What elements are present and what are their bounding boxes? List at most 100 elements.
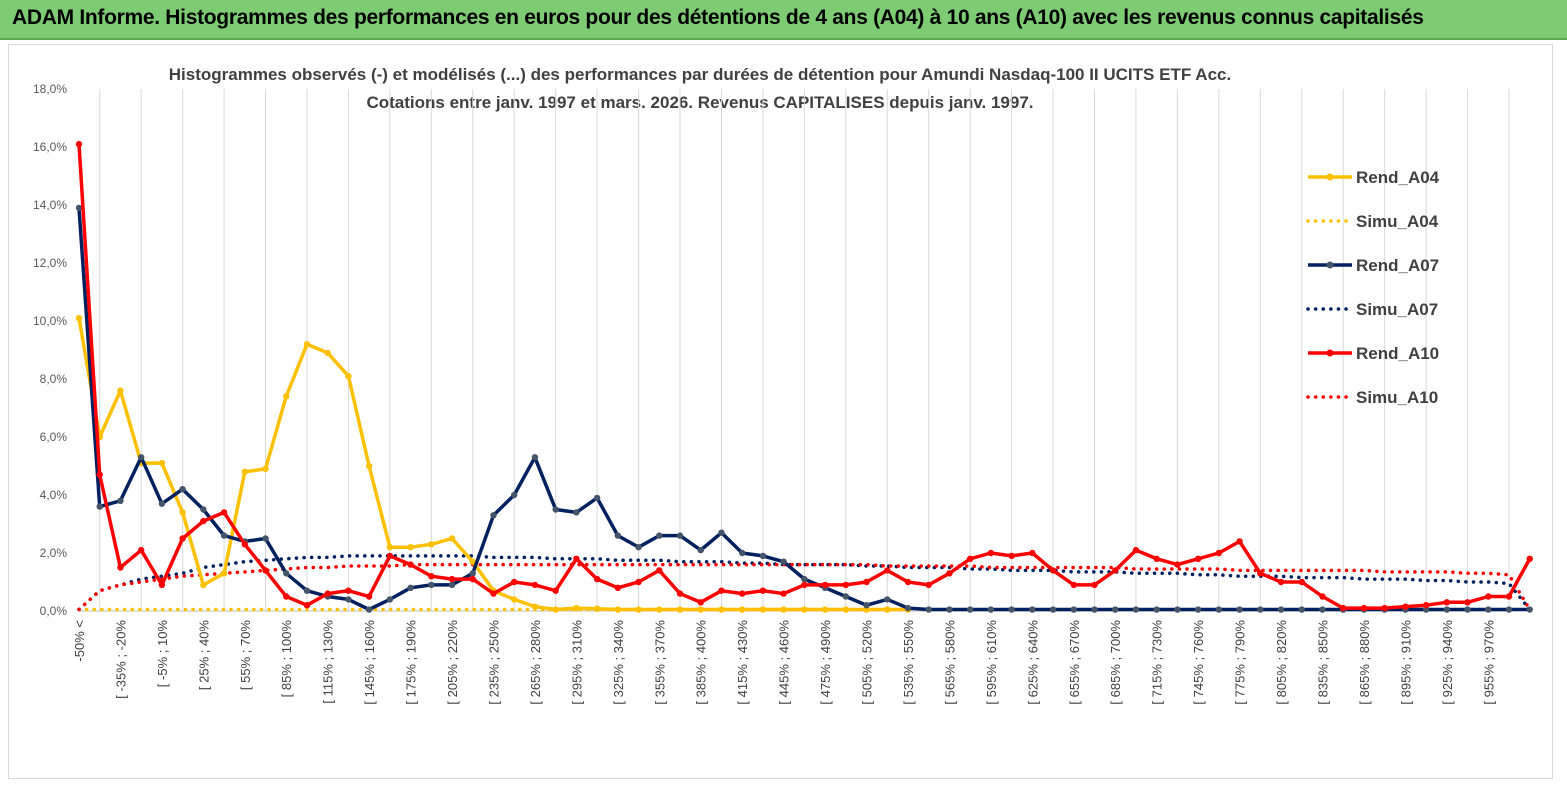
series-rend-a10-point xyxy=(718,587,725,594)
series-rend-a10-point xyxy=(241,541,248,548)
series-rend-a10-point xyxy=(780,590,787,597)
series-rend-a10-point xyxy=(137,546,145,554)
chart-title: Histogrammes observés (-) et modélisés (… xyxy=(169,65,1231,84)
series-rend-a10-point xyxy=(552,587,559,594)
x-tick-label: [ 355% ; 370% xyxy=(652,620,667,705)
x-tick-label: [ 265% ; 280% xyxy=(528,620,543,705)
series-rend-a10-point xyxy=(759,587,767,594)
series-rend-a04-point xyxy=(884,606,891,613)
series-rend-a07-point xyxy=(593,494,601,502)
x-tick-label: [ 385% ; 400% xyxy=(694,620,709,705)
series-rend-a10-point xyxy=(262,567,269,574)
series-rend-a10-point xyxy=(1174,561,1181,568)
series-rend-a10-point xyxy=(220,509,228,516)
series-rend-a07-point xyxy=(386,596,394,603)
series-rend-a07-point xyxy=(1443,606,1451,613)
axes: 0,0% 2,0% 4,0% 6,0% 8,0% 10,0% 12,0% 14,0% 16,0%… xyxy=(33,82,1509,705)
series-rend-a10-point xyxy=(303,602,311,609)
y-tick-label: 16,0% xyxy=(33,140,67,154)
legend: Rend_A04 Simu_A04 Rend_A07 Simu_A07 Rend_A10… xyxy=(1306,168,1440,407)
y-tick-label: 6,0% xyxy=(40,430,68,444)
series-rend-a04-point xyxy=(220,570,228,577)
series-rend-a04-point xyxy=(552,606,559,613)
series-rend-a04-point xyxy=(200,581,207,589)
y-tick-label: 14,0% xyxy=(33,198,67,212)
chart-frame xyxy=(8,44,1553,779)
series-rend-a04-point xyxy=(759,606,767,613)
x-tick-label: [ 25% ; 40% xyxy=(196,620,211,691)
series-rend-a07-point xyxy=(262,535,269,542)
series-rend-a10-point xyxy=(531,581,539,589)
series-rend-a07-point xyxy=(676,532,684,539)
series-rend-a10-point xyxy=(1029,549,1036,557)
series-rend-a07-point xyxy=(759,552,767,560)
legend-rend-a07-label: Rend_A07 xyxy=(1356,256,1439,275)
series-rend-a07-point xyxy=(117,497,124,504)
series-rend-a10-point xyxy=(573,555,580,562)
series-rend-a10-point xyxy=(1298,578,1305,586)
series-rend-a04-point xyxy=(241,468,248,475)
series-rend-a07-point xyxy=(738,549,746,557)
series-rend-a04-point xyxy=(780,606,787,613)
series-rend-a07-point xyxy=(531,454,539,461)
x-tick-label: [ -35% ; -20% xyxy=(113,620,128,699)
series-rend-a07-point xyxy=(137,454,145,461)
series-rend-a04-point xyxy=(821,606,829,613)
series-rend-a10-point xyxy=(1132,546,1140,554)
series-rend-a10-point xyxy=(490,590,497,597)
legend-rend-a04-label: Rend_A04 xyxy=(1356,168,1440,187)
series-rend-a07-point xyxy=(1194,606,1202,613)
series-rend-a10-point xyxy=(511,578,518,586)
x-tick-label: [ 325% ; 340% xyxy=(611,620,626,705)
series-rend-a07-point xyxy=(303,587,311,594)
series-rend-a10-point xyxy=(324,590,331,597)
series-rend-a10-point xyxy=(158,581,166,589)
x-tick-label: [ 55% ; 70% xyxy=(238,620,253,691)
x-tick-label: [ 715% ; 730% xyxy=(1150,620,1165,705)
series-rend-a10-point xyxy=(863,578,870,586)
series-rend-a07-point xyxy=(1505,606,1513,613)
series-rend-a07-point xyxy=(863,602,870,609)
series-rend-a07-point xyxy=(1277,606,1285,613)
series-rend-a10-point xyxy=(1070,581,1077,589)
series-rend-a04-point xyxy=(407,544,414,551)
series-rend-a04-point xyxy=(428,541,435,548)
series-rend-a10-point xyxy=(200,517,207,525)
x-tick-label: [ 115% ; 130% xyxy=(321,620,336,704)
series-simu-a10-line xyxy=(77,562,1532,612)
legend-rend-a10-label: Rend_A10 xyxy=(1356,344,1439,363)
series-rend-a10-point xyxy=(179,535,186,542)
series-rend-a07-point xyxy=(614,532,622,539)
series-rend-a10-point xyxy=(904,578,912,586)
series-rend-a07-point xyxy=(1049,606,1057,613)
series-rend-a07-point xyxy=(1008,606,1015,613)
series-rend-a04-point xyxy=(593,605,601,612)
series-rend-a07-point xyxy=(1070,606,1077,613)
y-tick-label: 2,0% xyxy=(40,546,68,560)
x-tick-label: [ 955% ; 970% xyxy=(1481,620,1496,705)
y-tick-label: 12,0% xyxy=(33,256,67,270)
series-rend-a07-point xyxy=(573,509,580,516)
x-tick-label: [ 895% ; 910% xyxy=(1398,620,1413,705)
series-rend-a10-point xyxy=(365,593,373,600)
series-rend-a10-point xyxy=(676,590,684,597)
series-rend-a07-point xyxy=(1215,606,1223,613)
series-rend-a07-point xyxy=(1485,606,1492,613)
series-rend-a07-point xyxy=(1526,606,1533,613)
series-rend-a10-point xyxy=(1443,599,1451,606)
series-rend-a04-point xyxy=(635,606,642,613)
series-rend-a10-point xyxy=(697,599,704,606)
series-rend-a10-point xyxy=(1277,578,1285,586)
series-rend-a04-point xyxy=(511,596,518,603)
legend-simu-a07-label: Simu_A07 xyxy=(1356,300,1438,319)
series-rend-a10-point xyxy=(1194,555,1202,562)
series-rend-a10-point xyxy=(801,581,808,589)
x-tick-label: [ 85% ; 100% xyxy=(279,620,294,698)
series-rend-a07-point xyxy=(1319,606,1326,613)
series-rend-a10-point xyxy=(117,564,124,571)
series-rend-a07-point xyxy=(635,544,642,551)
y-tick-label: 18,0% xyxy=(33,82,67,96)
y-tick-label: 8,0% xyxy=(40,372,68,386)
series-rend-a04-point xyxy=(738,606,746,613)
series-rend-a10-point xyxy=(946,570,953,577)
